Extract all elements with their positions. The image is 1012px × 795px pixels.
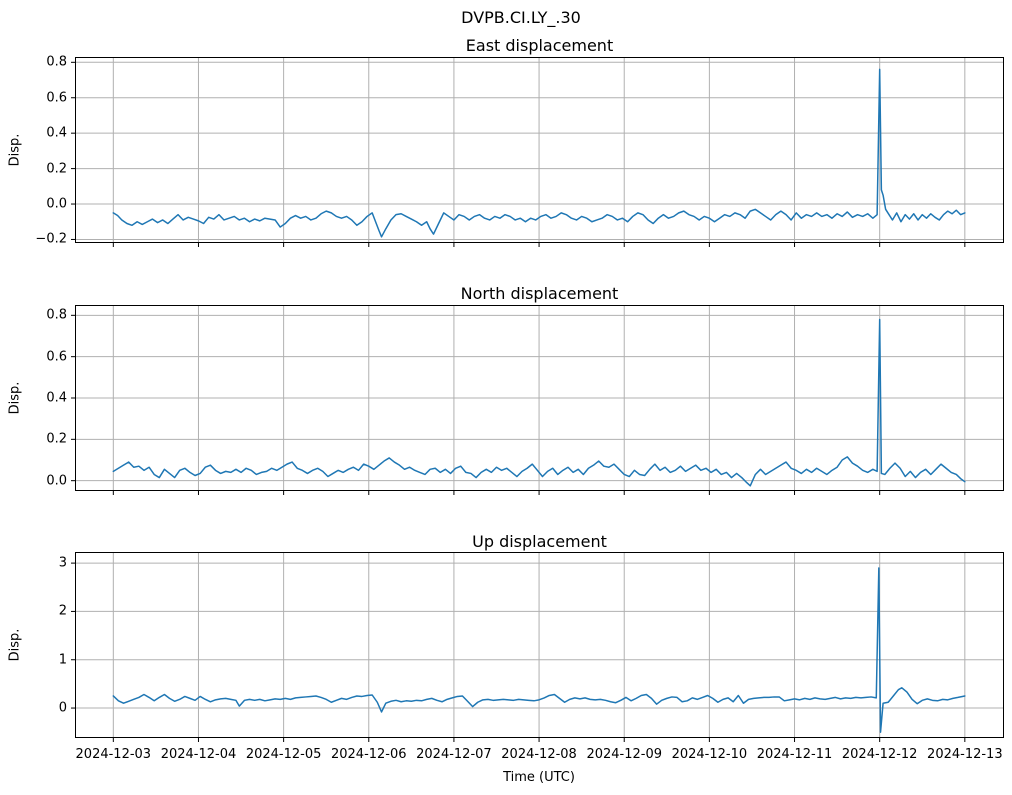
north-y-axis-label: Disp.: [7, 381, 23, 415]
x-tick-label: 2024-12-12: [841, 747, 918, 762]
north-y-tick-label: 0.4: [46, 390, 67, 406]
up-plot-area: 0 1 2 3: [59, 552, 1004, 742]
figure-suptitle: DVPB.CI.LY_.30: [461, 8, 581, 27]
x-tick-label: 2024-12-10: [671, 747, 748, 762]
east-y-tick-label: −0.2: [35, 231, 67, 247]
east-panel-title: East displacement: [465, 36, 614, 55]
x-tick-label: 2024-12-11: [756, 747, 833, 762]
north-y-tick-label: 0.2: [46, 431, 67, 447]
up-y-tick-label: 2: [58, 603, 67, 619]
x-tick-label: 2024-12-04: [160, 747, 237, 762]
north-y-tick-label: 0.8: [46, 307, 67, 323]
x-tick-labels: 2024-12-03 2024-12-04 2024-12-05 2024-12-06…: [0, 747, 1012, 763]
north-y-tick-label: 0.6: [46, 349, 67, 365]
axis-tick-marks: [71, 61, 966, 247]
east-y-tick-label: 0.2: [46, 161, 67, 177]
east-y-tick-label: 0.0: [46, 196, 67, 212]
up-y-axis-label: Disp.: [7, 628, 23, 662]
east-y-axis-label: Disp.: [7, 133, 23, 167]
east-y-tick-label: 0.8: [46, 54, 67, 70]
x-tick-label: 2024-12-03: [75, 747, 152, 762]
up-y-tick-label: 3: [58, 555, 67, 571]
x-tick-label: 2024-12-07: [416, 747, 492, 762]
axes-spines: [75, 57, 1004, 243]
grid-lines: [75, 552, 1004, 738]
up-y-tick-label: 0: [58, 700, 67, 716]
x-tick-label: 2024-12-13: [927, 747, 1003, 762]
east-plot-area: −0.2 0.0 0.2 0.4 0.6 0.8: [35, 55, 1004, 247]
axis-tick-marks: [71, 562, 966, 742]
x-tick-label: 2024-12-09: [586, 747, 662, 762]
north-plot-area: 0.0 0.2 0.4 0.6 0.8: [46, 305, 1004, 495]
east-y-tick-label: 0.6: [46, 90, 67, 106]
north-plot-svg: [71, 305, 1004, 495]
x-tick-label: 2024-12-05: [245, 747, 322, 762]
east-y-tick-label: 0.4: [46, 125, 67, 141]
x-tick-label: 2024-12-06: [330, 747, 407, 762]
axes-spines: [75, 305, 1004, 491]
up-series-line: [112, 567, 966, 733]
north-y-tick-label: 0.0: [46, 473, 67, 489]
axes-spines: [75, 552, 1004, 738]
up-panel-title: Up displacement: [472, 532, 607, 551]
east-plot-svg: [71, 57, 1004, 247]
grid-lines: [75, 57, 1004, 243]
axis-tick-marks: [71, 314, 966, 495]
up-plot-svg: [71, 552, 1004, 742]
north-series-line: [112, 318, 966, 487]
x-tick-label: 2024-12-08: [501, 747, 577, 762]
north-panel-title: North displacement: [460, 284, 619, 303]
east-series-line: [112, 68, 966, 238]
up-y-tick-label: 1: [58, 652, 67, 668]
grid-lines: [75, 305, 1004, 491]
x-axis-label: Time (UTC): [503, 770, 575, 785]
